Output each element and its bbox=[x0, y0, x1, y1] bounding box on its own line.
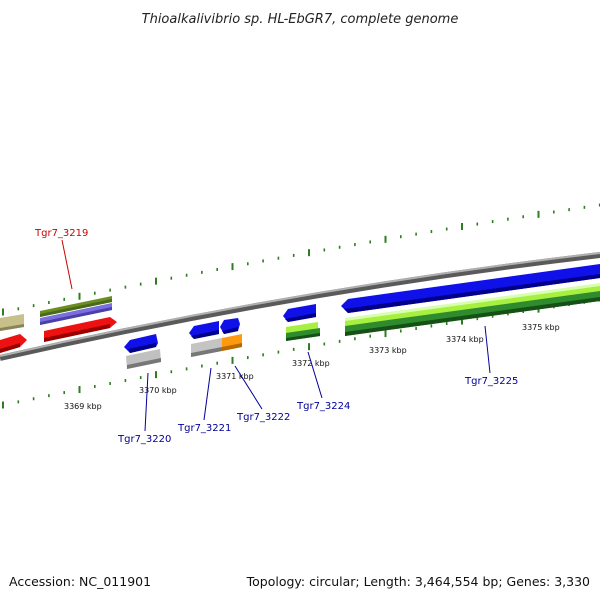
genome-backbone bbox=[0, 252, 600, 361]
gene-label-tgr7-3222[interactable]: Tgr7_3222 bbox=[236, 412, 290, 423]
gene-feature-red[interactable] bbox=[44, 317, 117, 342]
callout-lines bbox=[61, 239, 491, 432]
gene-feature-tgr7-3222[interactable] bbox=[220, 318, 242, 351]
upper-tick-row bbox=[2, 203, 600, 316]
kbp-label: 3371 kbp bbox=[216, 372, 254, 381]
gene-label-tgr7-3224[interactable]: Tgr7_3224 bbox=[296, 401, 350, 412]
gene-feature-red-left[interactable] bbox=[0, 334, 27, 353]
genome-summary-text: Topology: circular; Length: 3,464,554 bp… bbox=[246, 574, 590, 589]
genome-title: Thioalkalivibrio sp. HL-EbGR7, complete … bbox=[142, 12, 459, 27]
gene-label-tgr7-3220[interactable]: Tgr7_3220 bbox=[117, 434, 171, 445]
gene-label-tgr7-3219[interactable]: Tgr7_3219 bbox=[34, 228, 88, 239]
kbp-label: 3370 kbp bbox=[139, 386, 177, 395]
kbp-label: 3375 kbp bbox=[522, 323, 560, 332]
gene-feature-tgr7-3221[interactable] bbox=[189, 321, 222, 357]
kbp-label: 3373 kbp bbox=[369, 346, 407, 355]
kbp-scale-labels: 3369 kbp 3370 kbp 3371 kbp 3372 kbp 3373… bbox=[64, 323, 560, 411]
gene-feature-tgr7-3219[interactable] bbox=[40, 296, 112, 325]
accession-text: Accession: NC_011901 bbox=[9, 574, 151, 589]
kbp-label: 3372 kbp bbox=[292, 359, 330, 368]
gene-feature-tgr7-3220[interactable] bbox=[124, 334, 161, 369]
gene-feature-khaki[interactable] bbox=[0, 314, 24, 331]
gene-feature-tgr7-3224[interactable] bbox=[283, 304, 320, 341]
gene-label-tgr7-3221[interactable]: Tgr7_3221 bbox=[177, 423, 231, 434]
kbp-label: 3374 kbp bbox=[446, 335, 484, 344]
kbp-label: 3369 kbp bbox=[64, 402, 102, 411]
gene-label-tgr7-3225[interactable]: Tgr7_3225 bbox=[464, 376, 518, 387]
gene-feature-tgr7-3225[interactable] bbox=[341, 264, 600, 336]
